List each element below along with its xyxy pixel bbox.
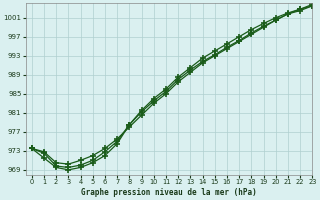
- X-axis label: Graphe pression niveau de la mer (hPa): Graphe pression niveau de la mer (hPa): [81, 188, 257, 197]
